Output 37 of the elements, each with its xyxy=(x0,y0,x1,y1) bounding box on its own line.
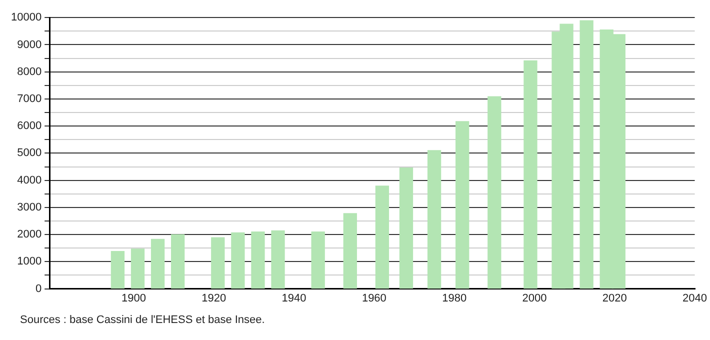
bar xyxy=(231,232,245,289)
x-tick-label: 1960 xyxy=(362,292,386,304)
x-tick-label: 1920 xyxy=(202,292,226,304)
y-tick-label: 8000 xyxy=(17,66,42,78)
bar xyxy=(343,213,357,289)
bar xyxy=(399,168,414,289)
source-note: Sources : base Cassini de l'EHESS et base Insee. xyxy=(20,314,266,326)
bar xyxy=(170,234,185,289)
y-tick-label: 1000 xyxy=(17,256,42,268)
x-tick-label: 2000 xyxy=(522,292,547,304)
y-tick-label: 10000 xyxy=(10,12,42,24)
bar xyxy=(251,232,265,289)
x-tick-label: 1940 xyxy=(282,292,306,304)
bar xyxy=(150,238,165,289)
y-tick-label: 6000 xyxy=(17,120,42,132)
x-tick-label: 1900 xyxy=(122,292,146,304)
y-tick-label: 0 xyxy=(35,282,42,295)
x-tick-label: 2040 xyxy=(682,292,708,304)
bar xyxy=(456,121,470,289)
x-tick-label: 2020 xyxy=(602,292,627,304)
bar xyxy=(524,60,538,289)
bar xyxy=(580,20,594,289)
bar xyxy=(488,96,502,289)
bar xyxy=(271,230,285,289)
y-tick-label: 3000 xyxy=(17,201,42,214)
bar xyxy=(375,186,390,289)
y-tick-label: 4000 xyxy=(17,174,42,186)
bar xyxy=(427,150,442,289)
bar xyxy=(211,237,225,289)
bar xyxy=(311,232,325,289)
bar xyxy=(130,248,145,289)
y-tick-label: 7000 xyxy=(17,92,42,105)
y-tick-label: 5000 xyxy=(17,147,42,160)
bar xyxy=(110,251,125,289)
y-tick-label: 2000 xyxy=(17,228,42,241)
y-tick-label: 9000 xyxy=(17,38,42,51)
x-tick-label: 1980 xyxy=(442,292,467,304)
